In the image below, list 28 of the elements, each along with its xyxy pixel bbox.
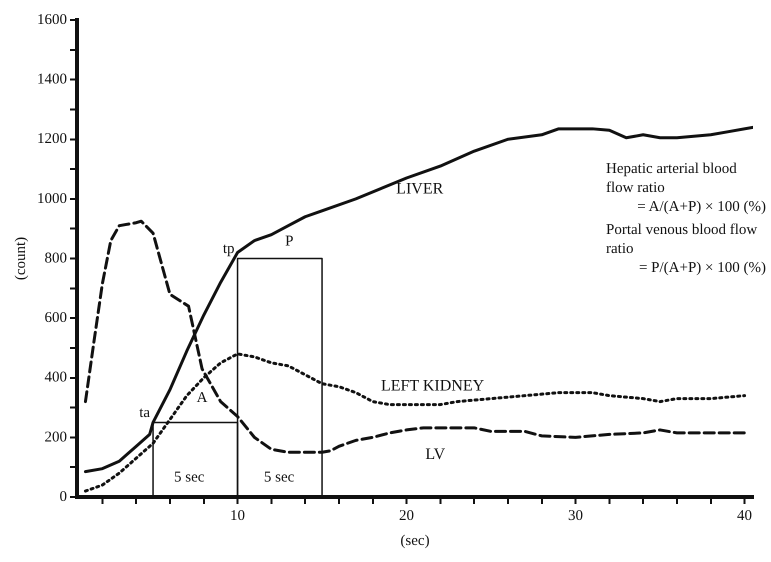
annotation: tp bbox=[222, 240, 235, 257]
x-tick-label: 10 bbox=[230, 508, 246, 524]
annotation: = A/(A+P) × 100 (%) bbox=[636, 198, 766, 217]
annotation: Portal venous blood flow ratio bbox=[606, 221, 758, 259]
annotation: P bbox=[285, 234, 294, 250]
annotation: A bbox=[196, 390, 208, 406]
annotation: ta bbox=[139, 404, 150, 421]
y-tick-label: 200 bbox=[44, 429, 67, 446]
y-tick-label: 0 bbox=[60, 488, 67, 505]
annotation: Hepatic arterial blood flow ratio bbox=[606, 160, 738, 198]
y-tick-label: 600 bbox=[44, 310, 67, 326]
x-tick-label: 40 bbox=[737, 508, 752, 524]
y-tick-label: 1200 bbox=[37, 131, 67, 148]
series-label: LIVER bbox=[396, 180, 444, 198]
x-tick-label: 30 bbox=[568, 508, 584, 524]
series-label: LEFT KIDNEY bbox=[380, 378, 485, 395]
series-label: LV bbox=[425, 446, 446, 464]
y-tick-label: 400 bbox=[44, 370, 67, 386]
y-tick-label: 1600 bbox=[37, 12, 67, 28]
y-tick-label: 800 bbox=[44, 250, 67, 266]
x-axis-title: (sec) bbox=[400, 532, 430, 549]
x-tick-label: 20 bbox=[399, 508, 414, 524]
y-tick-label: 1000 bbox=[37, 190, 67, 207]
y-axis-title: (count) bbox=[12, 236, 29, 280]
annotation: 5 sec bbox=[264, 469, 295, 486]
annotation: 5 sec bbox=[174, 469, 205, 486]
y-tick-label: 1400 bbox=[37, 72, 67, 88]
annotation: = P/(A+P) × 100 (%) bbox=[638, 259, 766, 278]
